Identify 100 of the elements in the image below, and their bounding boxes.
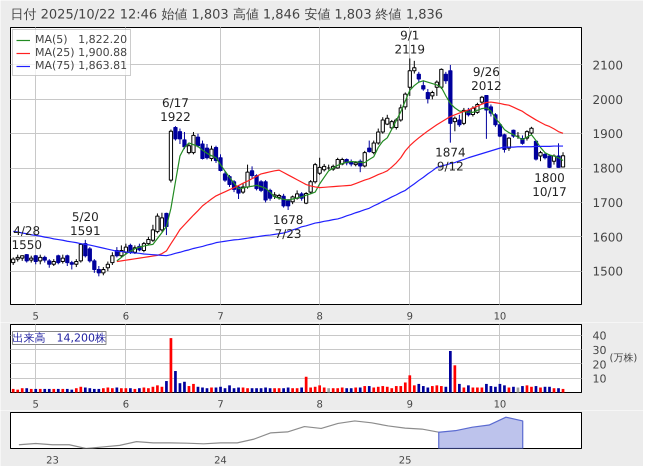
bar bbox=[417, 384, 420, 392]
bar bbox=[286, 387, 290, 392]
bar bbox=[92, 388, 96, 392]
bar bbox=[12, 388, 15, 392]
bar bbox=[84, 387, 87, 392]
text: 出来高 14,200株 bbox=[12, 332, 106, 344]
x-tick-label: 23 bbox=[46, 456, 59, 466]
bar bbox=[562, 388, 564, 392]
annotation: 5/20 1591 bbox=[70, 210, 101, 238]
bar bbox=[327, 388, 330, 392]
candlestick bbox=[416, 71, 421, 83]
annotation: 1874 9/12 bbox=[435, 146, 466, 174]
bar bbox=[34, 388, 38, 392]
annotation: 9/1 2119 bbox=[394, 28, 426, 56]
bar bbox=[476, 387, 479, 392]
bar bbox=[304, 376, 308, 392]
bar bbox=[345, 388, 348, 392]
bar bbox=[66, 388, 69, 392]
bar bbox=[539, 387, 542, 392]
y-tick-label: 2100 bbox=[592, 58, 624, 72]
bar bbox=[102, 388, 105, 392]
bar bbox=[165, 381, 168, 392]
bar bbox=[430, 386, 434, 392]
bar bbox=[16, 390, 20, 392]
bar bbox=[354, 387, 358, 392]
bar bbox=[394, 386, 398, 392]
bar bbox=[408, 375, 412, 392]
bar bbox=[404, 382, 407, 392]
x-tick-label: 6 bbox=[122, 312, 130, 322]
bar bbox=[111, 388, 114, 392]
bar bbox=[300, 387, 303, 392]
annotation: 1800 10/17 bbox=[532, 171, 567, 200]
x-tick-label: 8 bbox=[316, 312, 323, 322]
bar bbox=[381, 386, 384, 392]
candlestick bbox=[286, 198, 290, 210]
x-tick-label: 10 bbox=[494, 400, 506, 410]
chart-title: 日付 2025/10/22 12:46 始値 1,803 高値 1,846 安値 1,803 終値 1,836 bbox=[10, 6, 444, 22]
bar bbox=[56, 388, 60, 392]
bar bbox=[412, 385, 416, 392]
candlestick bbox=[457, 114, 462, 128]
annotation: 9/26 2012 bbox=[471, 65, 502, 94]
bar bbox=[318, 385, 322, 392]
bar bbox=[296, 388, 298, 392]
legend-label: MA(75) 1,863.81 bbox=[35, 59, 128, 72]
bar bbox=[422, 386, 425, 392]
bar bbox=[129, 388, 132, 392]
bar bbox=[336, 388, 340, 392]
legend-label: MA(5) 1,822.20 bbox=[35, 33, 128, 46]
y-tick-label: 10 bbox=[592, 372, 606, 386]
bar bbox=[70, 390, 74, 392]
bar bbox=[309, 387, 312, 392]
bar bbox=[43, 388, 46, 392]
y-tick-label: 1700 bbox=[592, 196, 624, 210]
x-tick-label: 25 bbox=[398, 456, 412, 466]
bar bbox=[516, 387, 520, 392]
x-tick-label: 9 bbox=[406, 312, 413, 322]
candlestick bbox=[426, 88, 430, 104]
x-tick-label: 9 bbox=[406, 400, 413, 410]
y-tick-label: 1600 bbox=[592, 230, 624, 244]
legend-label: MA(25) 1,900.88 bbox=[35, 46, 128, 59]
bar bbox=[426, 387, 430, 392]
y-tick-label: 2000 bbox=[592, 92, 624, 107]
candlestick bbox=[38, 254, 42, 265]
candlestick bbox=[421, 80, 426, 92]
bar bbox=[332, 388, 335, 392]
y-tick-label: 1500 bbox=[592, 264, 624, 279]
candlestick bbox=[160, 212, 164, 232]
candlestick bbox=[538, 150, 543, 162]
bar bbox=[390, 388, 394, 392]
bar bbox=[88, 388, 92, 392]
bar bbox=[25, 388, 28, 392]
bar bbox=[322, 387, 326, 392]
bar bbox=[30, 388, 33, 392]
y-tick-label: 30 bbox=[592, 344, 606, 358]
x-tick-label: 5 bbox=[32, 400, 39, 410]
bar bbox=[440, 386, 443, 392]
y-tick-label: 1900 bbox=[592, 127, 624, 142]
y-axis-title: (万株) bbox=[609, 352, 638, 364]
bar bbox=[124, 388, 128, 392]
candlestick bbox=[362, 150, 367, 168]
candlestick bbox=[304, 192, 308, 205]
bar bbox=[512, 386, 515, 392]
annotation: 1678 7/23 bbox=[272, 212, 304, 241]
candlestick bbox=[560, 152, 566, 168]
x-tick-label: 7 bbox=[217, 312, 224, 322]
bar bbox=[210, 387, 213, 392]
bar bbox=[97, 388, 100, 392]
bar bbox=[116, 387, 118, 392]
candlestick bbox=[367, 140, 372, 154]
bar bbox=[134, 388, 136, 392]
bar bbox=[20, 388, 24, 392]
bar bbox=[170, 338, 172, 392]
bar bbox=[372, 387, 376, 392]
bar bbox=[480, 387, 484, 392]
x-tick-label: 10 bbox=[494, 312, 506, 322]
x-tick-label: 8 bbox=[316, 400, 323, 410]
x-tick-label: 24 bbox=[214, 456, 227, 466]
bar bbox=[521, 386, 524, 392]
bar bbox=[358, 387, 362, 392]
candlestick bbox=[222, 171, 228, 182]
